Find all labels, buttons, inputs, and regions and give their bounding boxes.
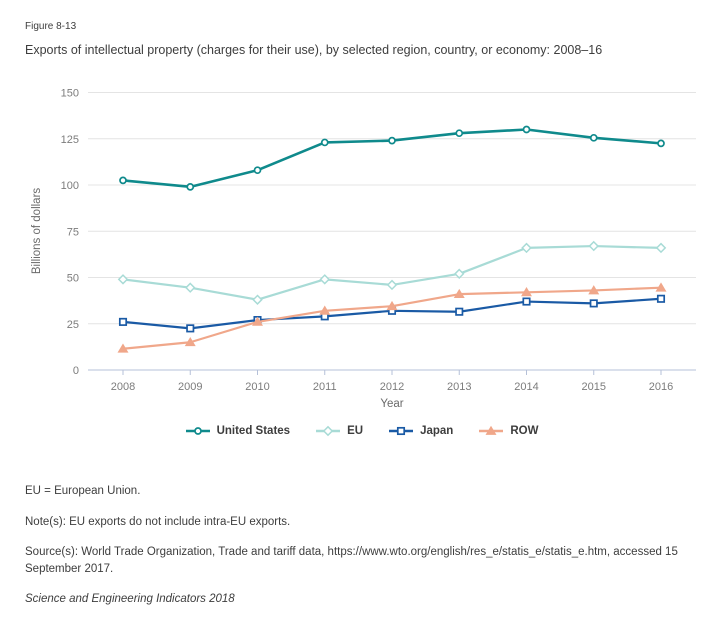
- data-point-diamond: [252, 294, 263, 305]
- data-point-triangle: [252, 316, 263, 326]
- y-tick-label: 125: [61, 134, 79, 146]
- data-point-diamond: [453, 268, 465, 280]
- data-point-square: [656, 294, 666, 303]
- data-point-circle: [119, 176, 127, 185]
- legend-label: ROW: [510, 425, 539, 437]
- data-point-diamond: [588, 240, 600, 252]
- data-point-circle: [455, 129, 464, 138]
- data-point-diamond: [386, 279, 398, 291]
- row-series: [117, 282, 667, 353]
- x-tick-label: 2012: [380, 381, 404, 393]
- x-tick-label: 2014: [514, 381, 538, 393]
- x-tick-label: 2009: [178, 381, 202, 393]
- y-tick-label: 25: [67, 319, 79, 331]
- legend-item-united-states: United States: [185, 425, 291, 437]
- united-states-legend-marker-icon: [185, 427, 210, 435]
- eu-series: [117, 240, 667, 305]
- x-tick-label: 2008: [111, 381, 135, 393]
- data-point-diamond: [521, 242, 532, 254]
- legend-item-row: ROW: [479, 425, 538, 437]
- data-point-triangle: [386, 300, 398, 311]
- data-point-circle: [186, 183, 195, 191]
- y-tick-label: 0: [73, 365, 79, 377]
- figure-number: Figure 8-13: [25, 21, 77, 32]
- data-point-circle: [589, 133, 598, 142]
- data-point-triangle: [655, 282, 667, 292]
- data-point-square: [522, 297, 531, 306]
- data-point-circle: [253, 166, 262, 175]
- data-point-square: [397, 426, 406, 436]
- data-point-triangle: [117, 343, 129, 353]
- y-tick-label: 150: [61, 88, 79, 100]
- figure-title: Exports of intellectual property (charge…: [25, 43, 603, 57]
- legend-item-japan: Japan: [389, 425, 453, 437]
- legend-label: United States: [216, 425, 291, 437]
- data-point-square: [186, 324, 195, 333]
- notes-text: Note(s): EU exports do not include intra…: [25, 516, 291, 528]
- data-point-diamond: [322, 425, 334, 437]
- eu-legend-marker-icon: [316, 425, 341, 437]
- x-tick-label: 2010: [245, 381, 269, 393]
- x-tick-label: 2016: [649, 381, 673, 393]
- data-point-diamond: [117, 274, 129, 285]
- data-point-square: [589, 299, 598, 308]
- japan-legend-marker-icon: [389, 426, 414, 436]
- y-tick-label: 75: [67, 226, 79, 238]
- data-point-triangle: [485, 425, 497, 435]
- data-point-square: [455, 307, 464, 316]
- y-axis-title: Billions of dollars: [31, 188, 43, 275]
- data-point-circle: [522, 125, 531, 134]
- row-line: [122, 286, 662, 350]
- data-point-circle: [320, 138, 329, 147]
- chart-legend: United States EU Japan ROW: [0, 425, 724, 437]
- source-text: Source(s): World Trade Organization, Tra…: [25, 546, 678, 575]
- data-point-circle: [657, 139, 665, 148]
- data-point-diamond: [319, 274, 331, 285]
- row-legend-marker-icon: [479, 425, 504, 435]
- legend-label: EU: [347, 425, 364, 437]
- data-point-triangle: [319, 305, 331, 315]
- data-point-triangle: [453, 288, 465, 299]
- data-point-triangle: [184, 336, 196, 347]
- x-tick-label: 2013: [447, 381, 471, 393]
- abbreviation-note: EU = European Union.: [25, 485, 141, 497]
- data-point-circle: [193, 427, 202, 435]
- x-axis-title: Year: [380, 398, 403, 410]
- united-states-series: [119, 125, 665, 191]
- line-chart: 0 25 50 75 100 125 150 2008 2009 2010 2011 2012 2013…: [31, 88, 696, 410]
- data-point-diamond: [184, 282, 196, 293]
- x-tick-label: 2015: [582, 381, 606, 393]
- attribution-text: Science and Engineering Indicators 2018: [25, 593, 235, 605]
- data-point-diamond: [655, 242, 667, 254]
- x-tick-label: 2011: [313, 381, 337, 393]
- y-tick-label: 100: [61, 180, 79, 192]
- y-tick-label: 50: [67, 273, 79, 285]
- data-point-square: [118, 317, 128, 326]
- data-point-triangle: [521, 287, 532, 297]
- data-point-triangle: [588, 285, 600, 295]
- legend-item-eu: EU: [316, 425, 363, 437]
- data-point-circle: [388, 136, 396, 145]
- legend-label: Japan: [420, 425, 454, 437]
